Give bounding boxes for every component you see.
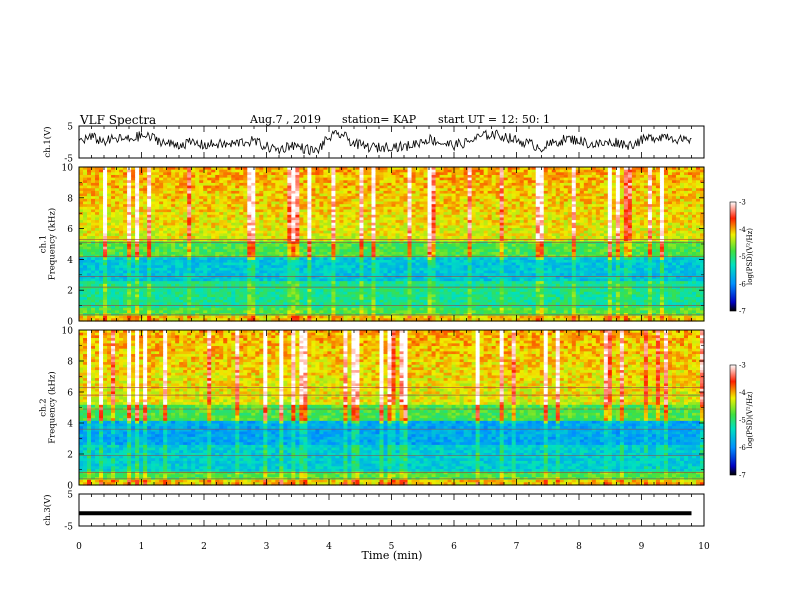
ch2-spectrogram — [79, 330, 705, 486]
x-tick-label: 1 — [139, 542, 145, 552]
ch1-trace — [78, 129, 692, 156]
x-tick-label: 6 — [451, 542, 457, 552]
colorbar-tick-label: -4 — [739, 389, 746, 397]
y-tick-label: 10 — [62, 164, 74, 174]
y-tick-label: 5 — [67, 123, 73, 133]
figure-title: VLF Spectra — [79, 113, 156, 127]
colorbar-tick-label: -6 — [739, 444, 746, 452]
colorbar-tick-label: -6 — [739, 280, 746, 288]
x-tick-label: 7 — [514, 542, 520, 552]
x-tick-label: 5 — [389, 542, 395, 552]
y-tick-label: 4 — [67, 256, 73, 266]
ch1-spectrogram — [79, 167, 705, 322]
colorbar — [729, 201, 737, 312]
x-tick-label: 0 — [76, 542, 82, 552]
x-tick-label: 4 — [326, 542, 332, 552]
colorbar-tick-label: -3 — [739, 199, 746, 207]
waveform-y-label: ch.1(V) — [42, 126, 53, 157]
y-tick-label: 0 — [67, 482, 73, 492]
y-tick-label: 5 — [67, 491, 73, 501]
spectrogram-y-label: Frequency (kHz) — [47, 371, 58, 443]
colorbar-tick-label: -3 — [739, 362, 746, 370]
y-tick-label: -5 — [64, 523, 73, 533]
colorbar-label: log(PSD)(V²/Hz) — [746, 228, 754, 285]
x-tick-label: 10 — [698, 542, 710, 552]
y-tick-label: 8 — [67, 358, 73, 368]
spectrogram-y-label: ch.2 — [39, 398, 49, 416]
figure-start-time: start UT = 12: 50: 1 — [438, 113, 550, 126]
figure-date: Aug.7 , 2019 — [249, 113, 321, 126]
y-tick-label: 0 — [67, 318, 73, 328]
waveform-y-label: ch.3(V) — [42, 494, 53, 525]
x-tick-label: 9 — [639, 542, 645, 552]
y-tick-label: 2 — [67, 451, 73, 461]
spectrogram-y-label: ch.1 — [39, 235, 49, 253]
x-tick-label: 8 — [576, 542, 582, 552]
y-tick-label: 4 — [67, 420, 73, 430]
x-tick-label: 3 — [264, 542, 270, 552]
figure-station: station= KAP — [342, 113, 417, 126]
y-tick-label: 8 — [67, 194, 73, 204]
colorbar-tick-label: -5 — [739, 253, 746, 261]
colorbar-tick-label: -7 — [739, 472, 746, 480]
y-tick-label: 2 — [67, 287, 73, 297]
y-tick-label: 6 — [67, 225, 73, 235]
colorbar-tick-label: -7 — [739, 308, 746, 316]
y-tick-label: -5 — [64, 155, 73, 165]
colorbar — [729, 364, 737, 476]
x-axis-label: Time (min) — [362, 549, 423, 562]
x-tick-label: 2 — [201, 542, 207, 552]
y-tick-label: 6 — [67, 389, 73, 399]
colorbar-label: log(PSD)(V²/Hz) — [746, 391, 754, 448]
y-tick-label: 10 — [62, 327, 74, 337]
colorbar-tick-label: -5 — [739, 417, 746, 425]
spectrogram-y-label: Frequency (kHz) — [47, 208, 58, 280]
colorbar-tick-label: -4 — [739, 226, 746, 234]
